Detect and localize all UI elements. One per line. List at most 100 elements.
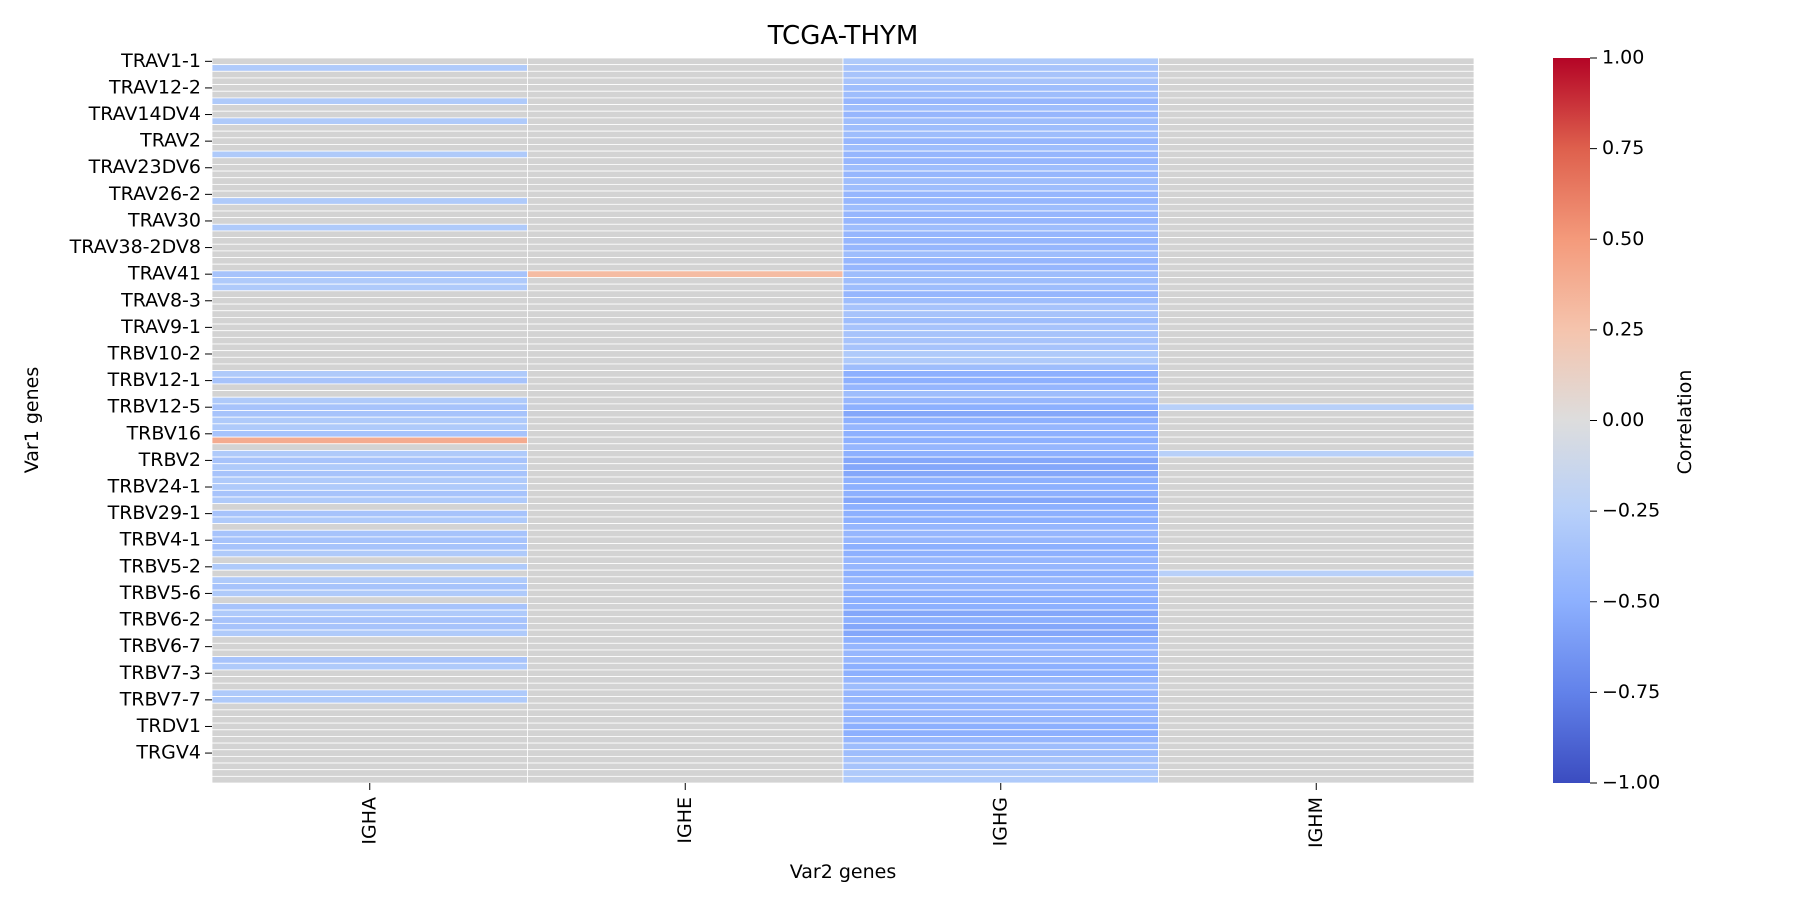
heatmap-cell xyxy=(527,217,844,225)
heatmap-cell xyxy=(527,589,844,598)
heatmap-cell xyxy=(527,423,844,431)
heatmap-cell xyxy=(527,549,844,558)
heatmap-cell xyxy=(211,769,528,777)
heatmap-cell xyxy=(1158,456,1475,465)
heatmap-cell xyxy=(211,303,528,312)
heatmap-cell xyxy=(842,416,1159,425)
heatmap-cell xyxy=(527,749,844,757)
heatmap-cell xyxy=(527,210,844,219)
heatmap-cell xyxy=(842,70,1159,79)
heatmap-cell xyxy=(527,257,844,265)
y-tick-label: TRAV8-3 xyxy=(120,289,201,311)
heatmap-cell xyxy=(1158,403,1475,411)
heatmap-cell xyxy=(842,736,1159,744)
heatmap-cell xyxy=(527,84,844,92)
heatmap-cell xyxy=(1158,223,1475,232)
heatmap-cell xyxy=(527,383,844,391)
heatmap-cell xyxy=(842,84,1159,92)
heatmap-cell xyxy=(211,755,528,764)
heatmap-cell xyxy=(211,489,528,498)
heatmap-cell xyxy=(527,463,844,471)
heatmap-cell xyxy=(842,769,1159,777)
heatmap-cell xyxy=(211,556,528,564)
heatmap-cell xyxy=(1158,629,1475,638)
heatmap-cell xyxy=(527,330,844,338)
heatmap-cell xyxy=(211,164,528,172)
heatmap-cell xyxy=(1158,662,1475,671)
heatmap-cell xyxy=(527,144,844,152)
heatmap-cell xyxy=(527,430,844,438)
heatmap-cell xyxy=(1158,330,1475,338)
heatmap-cell xyxy=(211,350,528,358)
y-tick-label: TRBV10-2 xyxy=(107,342,201,364)
heatmap-cell xyxy=(842,403,1159,411)
heatmap-cell xyxy=(1158,183,1475,192)
heatmap-cell xyxy=(842,682,1159,691)
heatmap-cell xyxy=(842,144,1159,152)
heatmap-cell xyxy=(211,583,528,591)
heatmap-cell xyxy=(842,410,1159,418)
heatmap-cell xyxy=(1158,350,1475,358)
heatmap-cell xyxy=(211,543,528,551)
heatmap-cell xyxy=(1158,316,1475,325)
heatmap-cell xyxy=(842,716,1159,724)
heatmap-cell xyxy=(527,263,844,272)
heatmap-cell xyxy=(1158,356,1475,365)
heatmap-cell xyxy=(527,483,844,491)
colorbar-tick-label: 0.75 xyxy=(1602,137,1644,159)
heatmap-cell xyxy=(842,569,1159,578)
heatmap-cell xyxy=(527,736,844,744)
x-axis-label: Var2 genes xyxy=(790,861,897,883)
heatmap-cell xyxy=(1158,463,1475,471)
heatmap-cell xyxy=(211,356,528,365)
heatmap-cell xyxy=(842,476,1159,485)
heatmap-cell xyxy=(211,410,528,418)
heatmap-cell xyxy=(211,656,528,664)
heatmap-cell xyxy=(842,656,1159,664)
heatmap-cell xyxy=(842,469,1159,478)
heatmap-cell xyxy=(211,483,528,491)
heatmap-cell xyxy=(842,190,1159,199)
heatmap-cell xyxy=(842,356,1159,365)
heatmap-cell xyxy=(842,649,1159,658)
heatmap-cell xyxy=(211,669,528,677)
heatmap-cell xyxy=(842,117,1159,125)
heatmap-cell xyxy=(527,350,844,358)
heatmap-cell xyxy=(527,676,844,684)
heatmap-cell xyxy=(211,463,528,471)
heatmap-cell xyxy=(842,689,1159,697)
heatmap-cell xyxy=(211,509,528,518)
heatmap-cell xyxy=(1158,117,1475,125)
heatmap-cell xyxy=(1158,536,1475,544)
heatmap-cell xyxy=(1158,84,1475,92)
heatmap-cell xyxy=(842,310,1159,318)
heatmap-cell xyxy=(1158,130,1475,139)
heatmap-cell xyxy=(842,563,1159,571)
heatmap-cell xyxy=(1158,303,1475,312)
heatmap-cell xyxy=(211,297,528,305)
heatmap-cell xyxy=(211,223,528,232)
heatmap-cell xyxy=(842,456,1159,465)
heatmap-cell xyxy=(527,390,844,398)
heatmap-cell xyxy=(527,124,844,132)
heatmap-cell xyxy=(1158,124,1475,132)
heatmap-cell xyxy=(527,410,844,418)
heatmap-cell xyxy=(1158,543,1475,551)
heatmap-cell xyxy=(211,682,528,691)
y-axis-label: Var1 genes xyxy=(21,367,43,474)
heatmap-cell xyxy=(1158,137,1475,145)
heatmap-cell xyxy=(211,603,528,611)
heatmap-cell xyxy=(211,503,528,511)
heatmap-cell xyxy=(211,403,528,411)
heatmap-cell xyxy=(1158,57,1475,66)
heatmap-cell xyxy=(211,616,528,624)
heatmap-cell xyxy=(527,536,844,544)
heatmap-cell xyxy=(842,509,1159,518)
heatmap-cell xyxy=(211,290,528,298)
heatmap-cell xyxy=(1158,270,1475,278)
heatmap-cell xyxy=(527,682,844,691)
heatmap-cell xyxy=(527,543,844,551)
heatmap-cell xyxy=(211,90,528,99)
heatmap-cell xyxy=(1158,383,1475,391)
